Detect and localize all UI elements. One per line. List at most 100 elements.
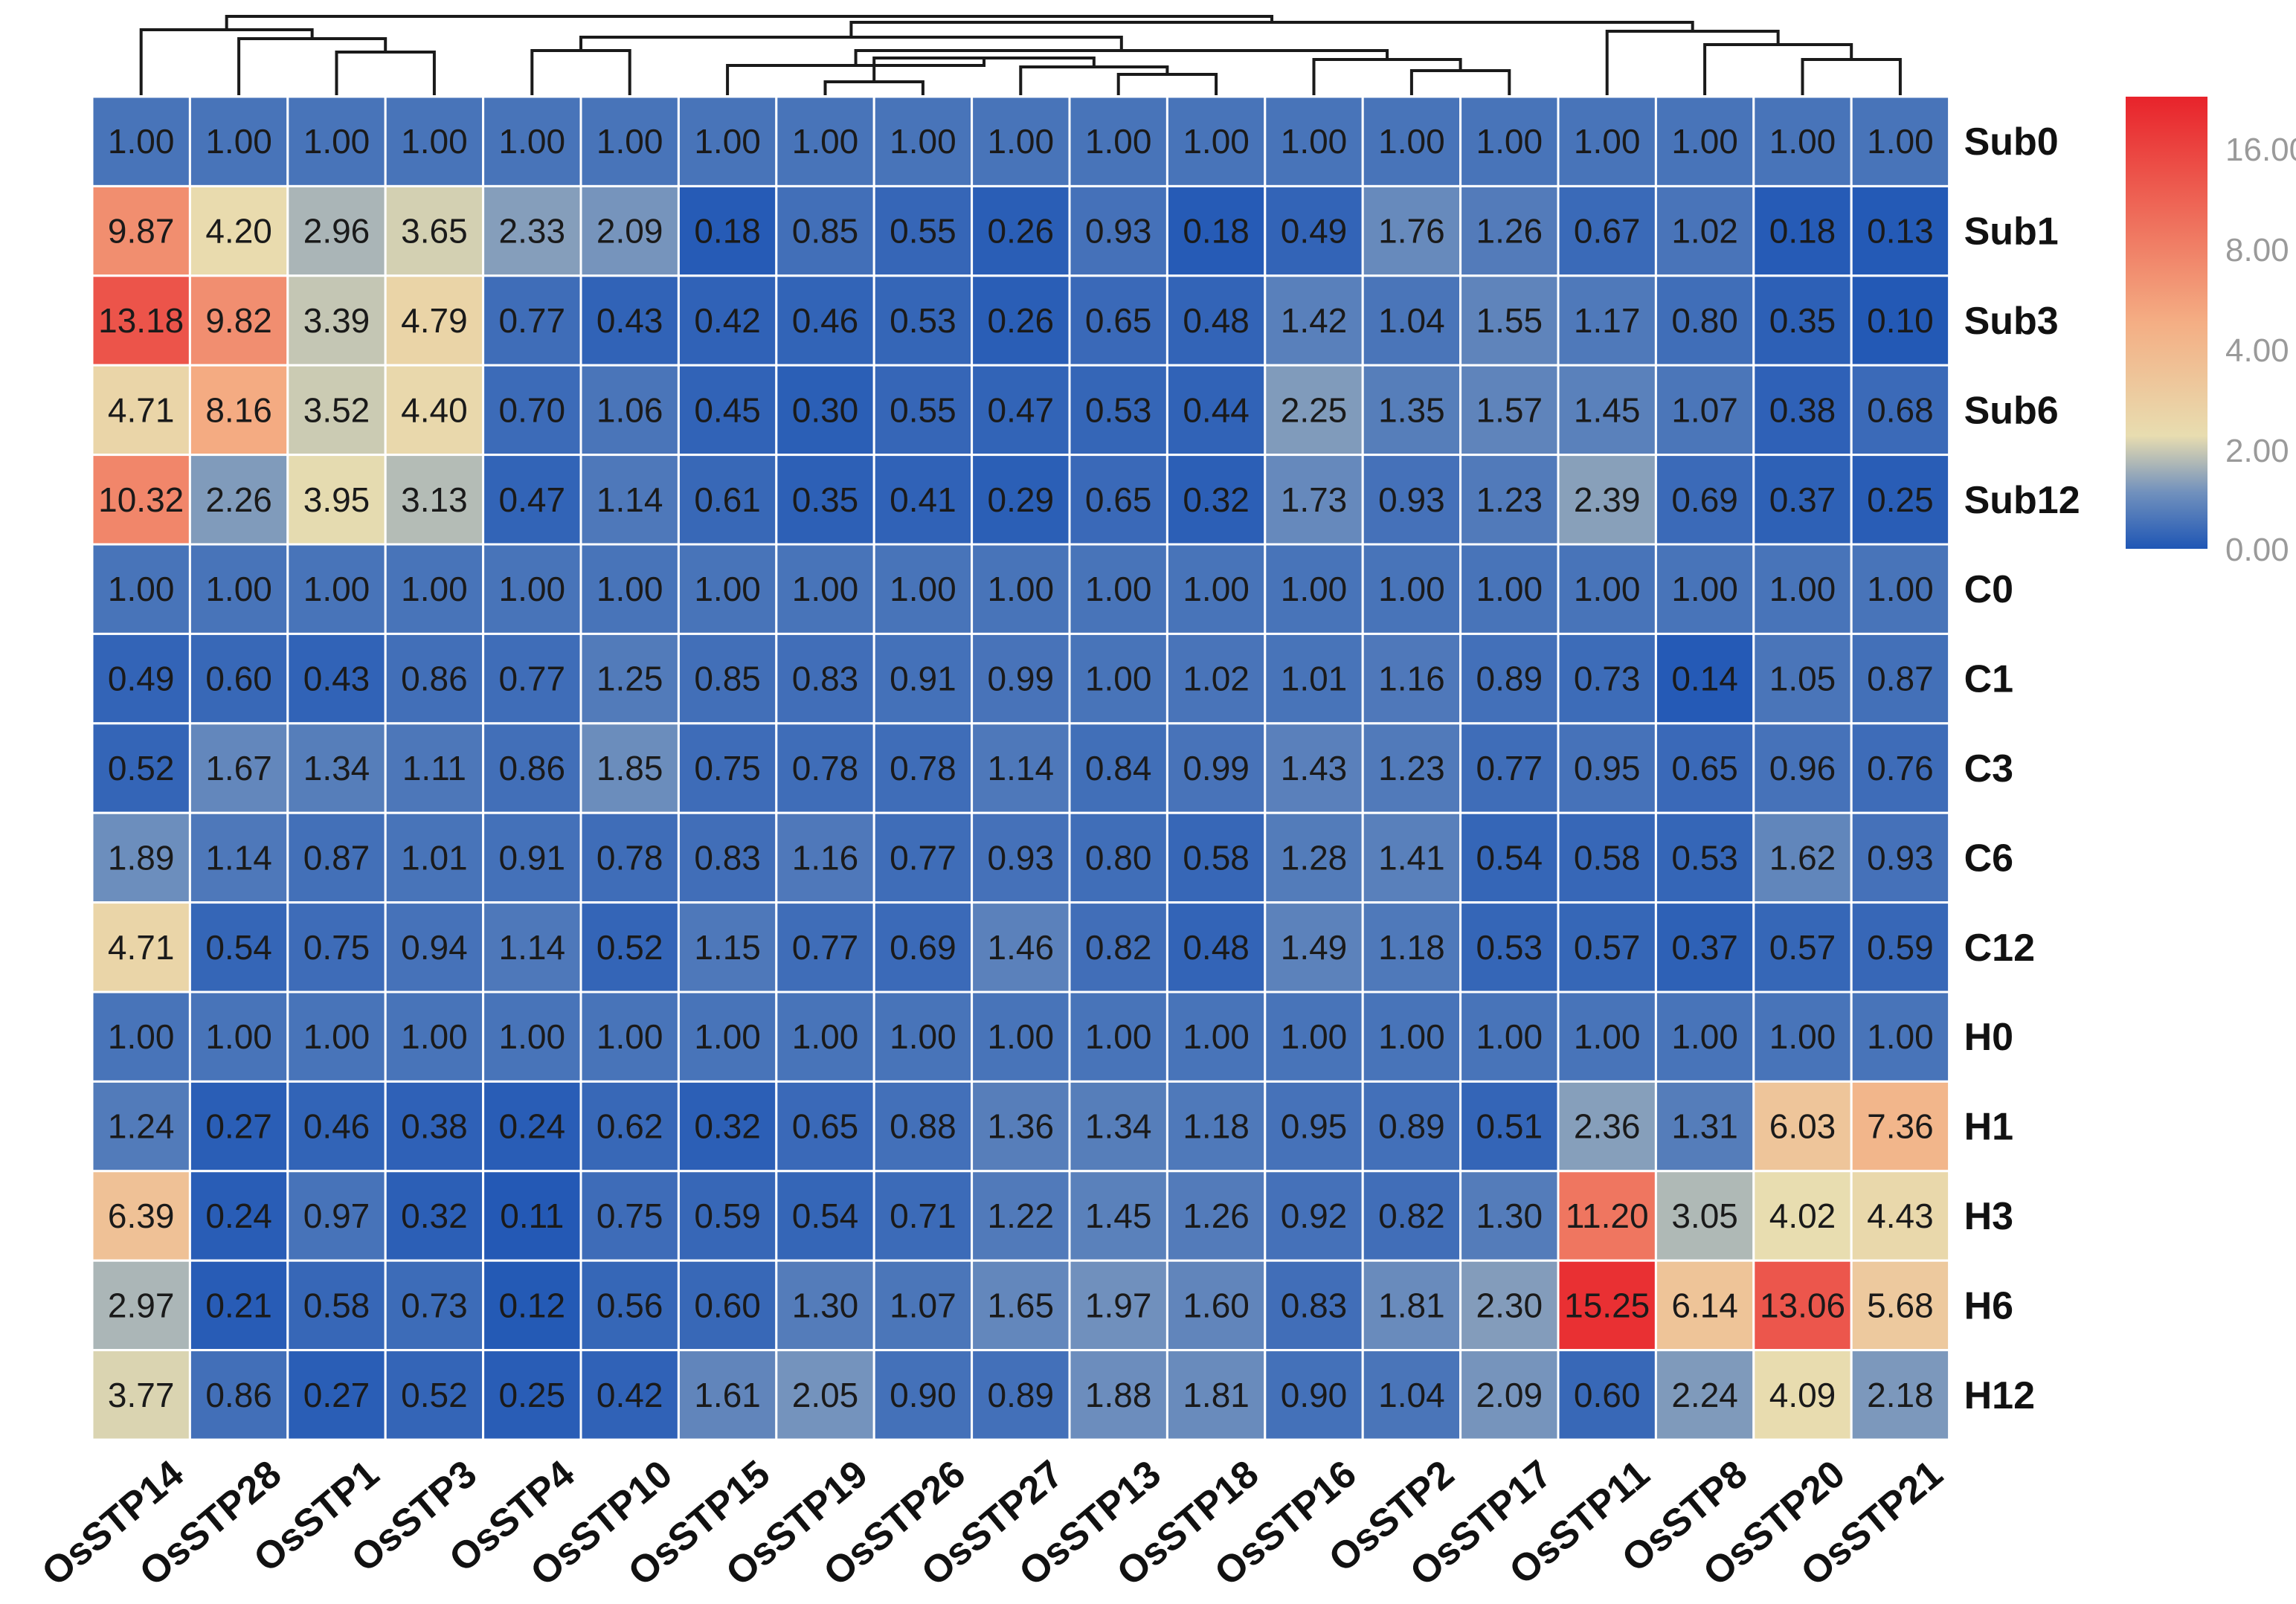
heatmap-cell: [188, 1080, 289, 1173]
cell-value-label: 1.45: [1574, 390, 1641, 429]
heatmap-cell: [91, 95, 191, 187]
cell-value-label: 1.00: [1085, 570, 1152, 608]
legend-tick-label: 0.00: [2225, 532, 2289, 568]
cell-value-label: 4.40: [401, 390, 468, 429]
heatmap-cell: [286, 901, 387, 993]
cell-value-label: 1.55: [1476, 301, 1543, 340]
heatmap-cell: [188, 811, 289, 904]
cell-value-label: 0.93: [1378, 480, 1445, 519]
cell-value-label: 0.21: [205, 1286, 272, 1324]
cell-value-label: 1.35: [1378, 390, 1445, 429]
cell-value-label: 0.58: [303, 1286, 370, 1324]
heatmap-cell: [91, 1259, 191, 1352]
cell-value-label: 1.02: [1671, 212, 1738, 251]
cell-value-label: 2.05: [792, 1376, 859, 1414]
cell-value-label: 1.43: [1281, 749, 1348, 787]
heatmap-cell: [1459, 274, 1560, 367]
cell-value-label: 1.00: [792, 570, 859, 608]
cell-value-label: 13.18: [98, 301, 184, 340]
cell-value-label: 0.54: [205, 928, 272, 967]
heatmap-cell: [1459, 1170, 1560, 1262]
cell-value-label: 0.52: [596, 928, 663, 967]
cell-value-label: 1.31: [1671, 1107, 1738, 1146]
heatmap-cell: [91, 184, 191, 277]
heatmap-cell: [91, 454, 191, 546]
cell-value-label: 1.00: [694, 122, 761, 161]
cell-value-label: 0.56: [596, 1286, 663, 1324]
heatmap-cell: [579, 901, 680, 993]
heatmap-cell: [91, 632, 191, 725]
heatmap-cell: [188, 901, 289, 993]
cell-value-label: 1.00: [1378, 122, 1445, 161]
heatmap-cell: [1165, 454, 1267, 546]
heatmap-cell: [286, 95, 387, 187]
heatmap-cell: [1557, 1259, 1657, 1352]
heatmap-cell: [1361, 274, 1462, 367]
cell-value-label: 10.32: [98, 480, 184, 519]
cell-value-label: 0.53: [1671, 838, 1738, 877]
heatmap-cell: [677, 95, 778, 187]
cell-value-label: 0.35: [1769, 301, 1836, 340]
cell-value-label: 0.53: [890, 301, 956, 340]
cell-value-label: 0.77: [890, 838, 956, 877]
heatmap-cell: [384, 543, 485, 635]
cell-value-label: 1.61: [694, 1376, 761, 1414]
heatmap-cell: [1850, 543, 1951, 635]
cell-value-label: 2.97: [108, 1286, 175, 1324]
cell-value-label: 0.11: [500, 1196, 564, 1235]
cell-value-label: 2.26: [205, 480, 272, 519]
cell-value-label: 0.65: [792, 1107, 859, 1146]
heatmap-cell: [1654, 95, 1755, 187]
heatmap-cell: [775, 901, 875, 993]
dendrogram-branch: [1605, 30, 1780, 95]
heatmap-cell: [1850, 722, 1951, 814]
heatmap-cell: [579, 543, 680, 635]
heatmap-cell: [482, 274, 582, 367]
dendrogram-branch: [823, 80, 924, 95]
heatmap-cell: [1068, 1080, 1168, 1173]
heatmap-cell: [1068, 1259, 1168, 1352]
heatmap-cell: [188, 184, 289, 277]
cell-value-label: 2.24: [1671, 1376, 1738, 1414]
heatmap-cell: [188, 991, 289, 1083]
cell-value-label: 0.45: [694, 390, 761, 429]
heatmap-cell: [1459, 1080, 1560, 1173]
heatmap-cell: [286, 811, 387, 904]
dendrogram-branch: [1019, 65, 1169, 95]
heatmap-cell: [677, 1080, 778, 1173]
cell-value-label: 0.95: [1281, 1107, 1348, 1146]
heatmap-cell: [579, 184, 680, 277]
cell-value-label: 0.78: [792, 749, 859, 787]
heatmap-cell: [775, 1080, 875, 1173]
cell-value-label: 2.18: [1867, 1376, 1934, 1414]
cell-value-label: 1.00: [1476, 1017, 1543, 1056]
heatmap-cell: [1459, 95, 1560, 187]
heatmap-cell: [1165, 722, 1267, 814]
cell-value-label: 0.86: [499, 749, 566, 787]
heatmap-cell: [971, 901, 1071, 993]
cell-value-label: 0.90: [1281, 1376, 1348, 1414]
cell-value-label: 0.84: [1085, 749, 1152, 787]
heatmap-cell: [677, 632, 778, 725]
cell-value-label: 3.52: [303, 390, 370, 429]
heatmap-cell: [384, 722, 485, 814]
cell-value-label: 0.65: [1671, 749, 1738, 787]
heatmap-cell: [1264, 454, 1364, 546]
heatmap-cell: [1068, 632, 1168, 725]
cell-value-label: 0.46: [792, 301, 859, 340]
cell-value-label: 0.85: [792, 212, 859, 251]
cell-value-label: 1.00: [1378, 1017, 1445, 1056]
cell-value-label: 1.00: [499, 570, 566, 608]
cell-value-label: 0.78: [596, 838, 663, 877]
legend-tick-label: 8.00: [2225, 232, 2289, 268]
heatmap-cell: [91, 1170, 191, 1262]
heatmap-cell: [286, 184, 387, 277]
cell-value-label: 0.14: [1671, 660, 1738, 698]
heatmap-cell: [91, 274, 191, 367]
heatmap-cell: [971, 1259, 1071, 1352]
cell-value-label: 0.30: [792, 390, 859, 429]
legend-tick-label: 2.00: [2225, 433, 2289, 469]
cell-value-label: 0.46: [303, 1107, 370, 1146]
cell-value-label: 3.05: [1671, 1196, 1738, 1235]
